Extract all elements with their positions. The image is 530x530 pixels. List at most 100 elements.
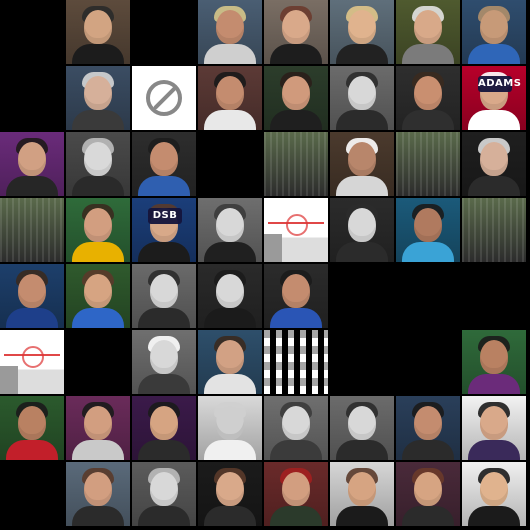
grid-tile <box>462 396 526 460</box>
shoulders-shape <box>72 110 124 130</box>
grid-tile <box>462 132 526 196</box>
face-shape <box>282 76 310 110</box>
face-shape <box>18 406 46 440</box>
grid-tile <box>0 396 64 460</box>
shoulders-shape <box>270 44 322 64</box>
grid-tile <box>330 462 394 526</box>
face-shape <box>150 340 178 374</box>
face-shape <box>150 472 178 506</box>
shoulders-shape <box>402 242 454 262</box>
cap-label: DSB <box>148 208 182 224</box>
shoulders-shape <box>204 440 256 460</box>
face-shape <box>348 406 376 440</box>
grid-tile <box>198 462 262 526</box>
grid-tile <box>132 462 196 526</box>
grid-tile <box>66 0 130 64</box>
shoulders-shape <box>468 440 520 460</box>
face-shape <box>480 10 508 44</box>
shoulders-shape <box>336 110 388 130</box>
grid-tile <box>330 330 394 394</box>
grid-tile <box>66 396 130 460</box>
face-shape <box>216 208 244 242</box>
face-shape <box>150 274 178 308</box>
shoulders-shape <box>204 242 256 262</box>
grid-tile <box>198 396 262 460</box>
rink-block <box>264 234 282 262</box>
face-shape <box>84 10 112 44</box>
grid-tile <box>264 0 328 64</box>
grid-tile <box>396 198 460 262</box>
shoulders-shape <box>204 44 256 64</box>
grid-tile <box>132 396 196 460</box>
face-shape <box>150 142 178 176</box>
shoulders-shape <box>138 506 190 526</box>
grid-tile <box>264 132 328 196</box>
grid-tile <box>132 330 196 394</box>
face-shape <box>84 472 112 506</box>
shoulders-shape <box>402 110 454 130</box>
face-shape <box>282 10 310 44</box>
grid-tile <box>198 132 262 196</box>
shoulders-shape <box>138 440 190 460</box>
face-shape <box>84 406 112 440</box>
shoulders-shape <box>402 506 454 526</box>
grid-tile <box>198 330 262 394</box>
cap-label: ADAMS <box>478 76 521 92</box>
shoulders-shape <box>468 506 520 526</box>
face-shape <box>18 274 46 308</box>
shoulders-shape <box>6 176 58 196</box>
face-shape <box>480 406 508 440</box>
shoulders-shape <box>204 374 256 394</box>
grid-tile <box>264 396 328 460</box>
shoulders-shape <box>204 506 256 526</box>
shoulders-shape <box>6 440 58 460</box>
grid-tile <box>264 264 328 328</box>
face-shape <box>480 142 508 176</box>
grid-tile: ADAMS <box>462 66 526 130</box>
face-shape <box>348 76 376 110</box>
grid-tile <box>0 462 64 526</box>
shoulders-shape <box>336 440 388 460</box>
grid-tile <box>330 66 394 130</box>
face-shape <box>216 340 244 374</box>
shoulders-shape <box>270 110 322 130</box>
grid-tile <box>198 264 262 328</box>
grid-tile <box>132 66 196 130</box>
grid-tile <box>66 462 130 526</box>
face-shape <box>84 208 112 242</box>
grid-tile: DSB <box>132 198 196 262</box>
face-shape <box>414 76 442 110</box>
grid-tile <box>264 198 328 262</box>
face-shape <box>84 76 112 110</box>
shoulders-shape <box>138 308 190 328</box>
grid-tile <box>66 66 130 130</box>
shoulders-shape <box>72 176 124 196</box>
face-shape <box>480 340 508 374</box>
shoulders-shape <box>204 308 256 328</box>
grid-tile <box>0 264 64 328</box>
grid-tile <box>0 0 64 64</box>
shoulders-shape <box>468 176 520 196</box>
grid-tile <box>264 330 328 394</box>
face-shape <box>348 208 376 242</box>
grid-tile <box>198 66 262 130</box>
grid-tile <box>0 198 64 262</box>
grid-tile <box>396 0 460 64</box>
grid-tile <box>396 330 460 394</box>
grid-tile <box>462 264 526 328</box>
face-shape <box>282 406 310 440</box>
face-shape <box>348 472 376 506</box>
grid-tile <box>330 396 394 460</box>
grid-tile <box>0 330 64 394</box>
face-shape <box>480 472 508 506</box>
grid-tile <box>0 66 64 130</box>
shoulders-shape <box>336 176 388 196</box>
shoulders-shape <box>468 44 520 64</box>
grid-tile <box>66 264 130 328</box>
grid-tile <box>198 0 262 64</box>
face-shape <box>84 142 112 176</box>
shoulders-shape <box>468 374 520 394</box>
face-shape <box>216 10 244 44</box>
face-shape <box>18 142 46 176</box>
grid-tile <box>330 132 394 196</box>
